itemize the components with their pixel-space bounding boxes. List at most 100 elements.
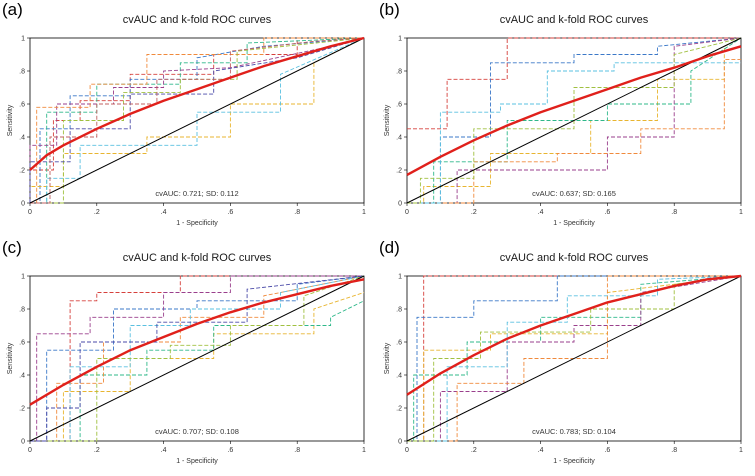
x-tick-label: .8 (671, 447, 677, 454)
x-tick-label: .6 (227, 447, 233, 454)
fold-roc-curve-fold-4 (30, 37, 365, 204)
mean-roc-curve (29, 36, 365, 171)
y-axis-label: Sensitivity (384, 104, 391, 136)
fold-roc-curve-fold-1 (407, 37, 741, 130)
y-tick-label: 1 (21, 274, 25, 281)
x-tick-label: 1 (362, 447, 366, 454)
chart-title: cvAUC and k-fold ROC curves (123, 14, 272, 26)
mean-roc-curve (29, 278, 365, 406)
x-tick-label: 0 (28, 447, 32, 454)
fold-roc-curve-fold-6 (407, 275, 741, 442)
mean-roc-curve (406, 274, 742, 396)
x-tick-label: .2 (471, 209, 477, 216)
y-axis-label: Sensitivity (7, 342, 14, 374)
chance-diagonal-line (406, 275, 742, 442)
cvauc-annotation: cvAUC: 0.783; SD: 0.104 (532, 427, 616, 436)
panel-label: (d) (379, 238, 400, 257)
x-tick-label: 1 (362, 209, 366, 216)
x-tick-label: .2 (94, 209, 100, 216)
y-tick-label: .4 (19, 373, 25, 380)
fold-roc-curve-fold-9 (30, 275, 365, 442)
x-tick-label: 1 (739, 209, 743, 216)
chance-diagonal-line (406, 37, 742, 204)
y-tick-label: .6 (396, 102, 402, 109)
fold-roc-curve-fold-3 (30, 292, 365, 442)
cvauc-annotation: cvAUC: 0.721; SD: 0.112 (155, 189, 238, 198)
x-tick-label: .6 (604, 209, 610, 216)
x-tick-label: 1 (739, 447, 743, 454)
x-axis-label: 1 - Specificity (176, 458, 218, 465)
y-tick-label: .8 (396, 307, 402, 314)
x-tick-label: 0 (405, 447, 409, 454)
x-tick-label: .4 (161, 209, 167, 216)
panel-label: (a) (2, 0, 23, 19)
x-tick-label: .8 (294, 209, 300, 216)
panel-a: (a) cvAUC and k-fold ROC curves 0 .2 .4 .6 .8… (0, 0, 377, 238)
chance-diagonal-line (29, 37, 365, 204)
x-axis-label: 1 - Specificity (176, 220, 218, 227)
y-tick-label: .6 (19, 340, 25, 347)
y-tick-label: .8 (19, 307, 25, 314)
y-tick-label: .8 (19, 69, 25, 76)
roc-chart-d: cvAUC and k-fold ROC curves 0 .2 .4 .6 .8 1 0 .2… (384, 252, 743, 465)
chance-diagonal-line (29, 275, 365, 442)
y-tick-label: .2 (19, 406, 25, 413)
x-axis-label: 1 - Specificity (553, 220, 595, 227)
y-tick-label: 1 (398, 36, 402, 43)
fold-roc-curve-fold-2 (407, 275, 741, 442)
y-tick-label: .2 (19, 168, 25, 175)
fold-roc-curve-fold-8 (30, 275, 365, 442)
y-tick-label: .4 (396, 373, 402, 380)
x-axis-label: 1 - Specificity (553, 458, 595, 465)
panel-c: (c) cvAUC and k-fold ROC curves 0 .2 .4 .6 .8… (0, 238, 377, 476)
x-tick-label: .2 (471, 447, 477, 454)
x-tick-label: 0 (28, 209, 32, 216)
x-tick-label: .8 (294, 447, 300, 454)
panel-b: (b) cvAUC and k-fold ROC curves 0 .2 .4 .6 .8… (377, 0, 754, 238)
y-tick-label: 0 (21, 439, 25, 446)
fold-roc-curve-fold-1 (407, 275, 741, 442)
panel-label: (c) (2, 238, 22, 257)
roc-chart-b: cvAUC and k-fold ROC curves 0 .2 .4 .6 .8 1 0 .2… (384, 14, 743, 227)
y-tick-label: 1 (21, 36, 25, 43)
cvauc-annotation: cvAUC: 0.707; SD: 0.108 (155, 427, 239, 436)
fold-roc-curve-fold-7 (30, 275, 365, 442)
y-tick-label: .2 (396, 406, 402, 413)
y-tick-label: 0 (398, 201, 402, 208)
fold-roc-curve-fold-6 (407, 58, 741, 204)
fold-roc-curve-fold-4 (30, 300, 365, 442)
panel-label: (b) (379, 0, 400, 19)
cvauc-annotation: cvAUC: 0.637; SD: 0.165 (532, 189, 616, 198)
x-tick-label: .4 (538, 209, 544, 216)
chart-title: cvAUC and k-fold ROC curves (123, 252, 272, 264)
fold-roc-curve-fold-6 (30, 37, 364, 204)
chart-title: cvAUC and k-fold ROC curves (500, 252, 649, 264)
x-tick-label: .6 (227, 209, 233, 216)
fold-roc-curve-fold-4 (407, 37, 742, 204)
y-tick-label: 0 (21, 201, 25, 208)
x-tick-label: .4 (538, 447, 544, 454)
x-tick-label: .8 (671, 209, 677, 216)
fold-roc-curve-fold-7 (407, 275, 742, 442)
roc-chart-c: cvAUC and k-fold ROC curves 0 .2 .4 .6 .8 1 0 .2… (7, 252, 366, 465)
y-tick-label: .4 (396, 135, 402, 142)
y-axis-label: Sensitivity (7, 104, 14, 136)
fold-roc-curve-fold-5 (29, 37, 365, 203)
y-tick-label: .6 (19, 102, 25, 109)
mean-roc-curve (406, 45, 742, 176)
y-tick-label: 1 (398, 274, 402, 281)
panel-d: (d) cvAUC and k-fold ROC curves 0 .2 .4 .6 .8… (377, 238, 754, 476)
fold-roc-curve-fold-5 (30, 275, 364, 442)
y-tick-label: 0 (398, 439, 402, 446)
chart-title: cvAUC and k-fold ROC curves (500, 14, 649, 26)
y-tick-label: .8 (396, 69, 402, 76)
y-tick-label: .4 (19, 135, 25, 142)
fold-roc-curve-fold-3 (29, 37, 365, 203)
plot-frame (406, 37, 742, 204)
plot-frame (29, 37, 365, 204)
x-tick-label: .2 (94, 447, 100, 454)
x-tick-label: .4 (161, 447, 167, 454)
x-tick-label: .6 (604, 447, 610, 454)
y-tick-label: .2 (396, 168, 402, 175)
fold-roc-curve-fold-8 (407, 275, 742, 442)
